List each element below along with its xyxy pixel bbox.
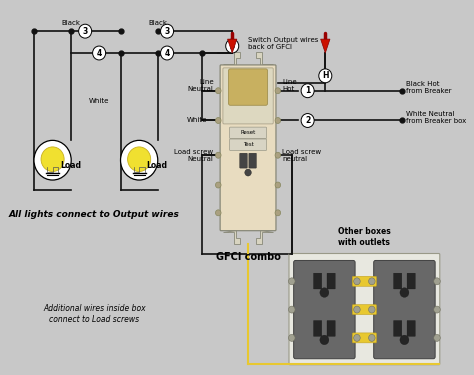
- Circle shape: [289, 306, 295, 313]
- FancyBboxPatch shape: [393, 273, 402, 289]
- Text: Line
Neutral: Line Neutral: [188, 79, 214, 92]
- FancyBboxPatch shape: [313, 321, 322, 336]
- Circle shape: [275, 117, 281, 123]
- Circle shape: [369, 334, 375, 341]
- FancyBboxPatch shape: [249, 153, 256, 168]
- Text: 2: 2: [305, 116, 310, 125]
- Polygon shape: [228, 39, 237, 53]
- FancyBboxPatch shape: [393, 321, 402, 336]
- Text: Switch Output wires
back of GFCI: Switch Output wires back of GFCI: [248, 37, 319, 50]
- Circle shape: [216, 117, 221, 123]
- Text: White: White: [187, 117, 207, 123]
- FancyBboxPatch shape: [229, 139, 266, 150]
- Circle shape: [275, 210, 281, 216]
- Circle shape: [319, 69, 332, 83]
- Circle shape: [354, 334, 360, 341]
- Text: Other boxes
with outlets: Other boxes with outlets: [338, 227, 391, 246]
- Circle shape: [245, 169, 251, 176]
- Text: White Neutral
from Breaker box: White Neutral from Breaker box: [406, 111, 466, 124]
- FancyBboxPatch shape: [294, 261, 355, 359]
- Circle shape: [120, 140, 158, 180]
- Circle shape: [369, 306, 375, 313]
- Text: Black Hot
from Breaker: Black Hot from Breaker: [406, 81, 452, 94]
- Text: All lights connect to Output wires: All lights connect to Output wires: [9, 210, 180, 219]
- Text: 3: 3: [164, 27, 170, 36]
- FancyBboxPatch shape: [223, 68, 273, 124]
- FancyBboxPatch shape: [228, 69, 268, 105]
- Text: Test: Test: [243, 142, 254, 147]
- Circle shape: [275, 182, 281, 188]
- FancyBboxPatch shape: [352, 304, 376, 315]
- Text: 4: 4: [164, 48, 170, 57]
- Circle shape: [128, 147, 151, 171]
- Circle shape: [34, 140, 71, 180]
- FancyBboxPatch shape: [327, 321, 335, 336]
- Text: 4: 4: [97, 48, 102, 57]
- Circle shape: [320, 288, 329, 297]
- Text: Load screw
Neutral: Load screw Neutral: [174, 149, 214, 162]
- Text: White: White: [89, 98, 109, 104]
- Circle shape: [434, 278, 440, 285]
- Circle shape: [369, 278, 375, 285]
- Circle shape: [79, 24, 91, 38]
- FancyBboxPatch shape: [407, 273, 415, 289]
- Polygon shape: [320, 39, 330, 53]
- FancyBboxPatch shape: [407, 321, 415, 336]
- Circle shape: [216, 210, 221, 216]
- FancyBboxPatch shape: [352, 276, 376, 286]
- Polygon shape: [223, 52, 240, 66]
- Circle shape: [400, 288, 409, 297]
- Polygon shape: [256, 230, 273, 244]
- Text: 3: 3: [229, 42, 235, 51]
- FancyBboxPatch shape: [374, 261, 435, 359]
- Polygon shape: [256, 52, 273, 66]
- Text: Load: Load: [146, 160, 168, 170]
- Text: Load: Load: [60, 160, 81, 170]
- Text: 3: 3: [82, 27, 88, 36]
- Circle shape: [289, 278, 295, 285]
- Circle shape: [434, 334, 440, 341]
- Circle shape: [434, 306, 440, 313]
- Circle shape: [275, 152, 281, 158]
- Text: Reset: Reset: [240, 130, 255, 135]
- Text: Load screw
neutral: Load screw neutral: [283, 149, 322, 162]
- FancyBboxPatch shape: [220, 65, 276, 231]
- Text: 1: 1: [305, 86, 310, 95]
- Circle shape: [400, 335, 409, 345]
- FancyBboxPatch shape: [313, 273, 322, 289]
- FancyBboxPatch shape: [352, 333, 376, 343]
- Text: GFCI combo: GFCI combo: [216, 252, 281, 261]
- FancyBboxPatch shape: [289, 254, 440, 364]
- Text: Black: Black: [62, 20, 81, 26]
- Circle shape: [216, 88, 221, 94]
- Circle shape: [216, 152, 221, 158]
- Circle shape: [354, 278, 360, 285]
- Polygon shape: [223, 230, 240, 244]
- FancyBboxPatch shape: [327, 273, 335, 289]
- Circle shape: [289, 334, 295, 341]
- Circle shape: [301, 84, 314, 98]
- Circle shape: [354, 306, 360, 313]
- Circle shape: [320, 335, 329, 345]
- Text: H: H: [322, 71, 328, 80]
- Circle shape: [226, 39, 239, 53]
- Circle shape: [216, 182, 221, 188]
- FancyBboxPatch shape: [240, 153, 247, 168]
- Circle shape: [161, 46, 173, 60]
- FancyBboxPatch shape: [229, 127, 266, 139]
- Circle shape: [41, 147, 64, 171]
- Circle shape: [301, 114, 314, 128]
- Circle shape: [275, 88, 281, 94]
- Text: Line
Hot: Line Hot: [283, 79, 297, 92]
- Text: Additional wires inside box
connect to Load screws: Additional wires inside box connect to L…: [43, 304, 146, 324]
- Circle shape: [161, 24, 173, 38]
- Text: Black: Black: [148, 20, 167, 26]
- Circle shape: [92, 46, 106, 60]
